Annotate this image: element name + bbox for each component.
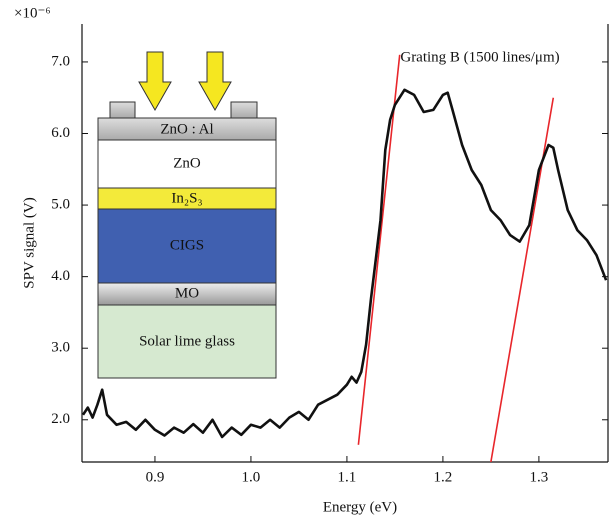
y-tick-label: 3.0 — [51, 340, 70, 356]
chart: ×10⁻⁶ Energy (eV) SPV signal (V) Grating… — [0, 0, 612, 527]
y-tick-label: 4.0 — [51, 268, 70, 284]
y-axis-label: SPV signal (V) — [21, 197, 37, 288]
y-tick-label: 2.0 — [51, 411, 70, 427]
layer-label: CIGS — [170, 237, 204, 253]
y-tick-label: 6.0 — [51, 125, 70, 141]
layer-label: ZnO : Al — [160, 121, 213, 137]
light-arrow — [199, 52, 231, 110]
x-tick-label: 1.1 — [338, 469, 357, 485]
layer-label: MO — [175, 285, 199, 301]
layer-label: In₂S₃ — [171, 190, 202, 206]
layer-label: ZnO — [173, 155, 201, 171]
contact — [231, 102, 257, 118]
x-axis-label: Energy (eV) — [323, 499, 397, 515]
x-tick-label: 1.3 — [530, 469, 549, 485]
y-tick-label: 5.0 — [51, 197, 70, 213]
x-tick-label: 1.0 — [242, 469, 261, 485]
light-arrow — [139, 52, 171, 110]
contact — [110, 102, 135, 118]
x-tick-label: 1.2 — [434, 469, 453, 485]
y-tick-label: 7.0 — [51, 53, 70, 69]
x-tick-label: 0.9 — [146, 469, 165, 485]
inset-diagram: ZnO : Al ZnO In₂S₃ CIGS MO Solar lime gl… — [98, 52, 276, 378]
y-multiplier: ×10⁻⁶ — [14, 5, 51, 21]
layer-label: Solar lime glass — [139, 333, 235, 349]
annotation: Grating B (1500 lines/μm) — [400, 49, 559, 65]
